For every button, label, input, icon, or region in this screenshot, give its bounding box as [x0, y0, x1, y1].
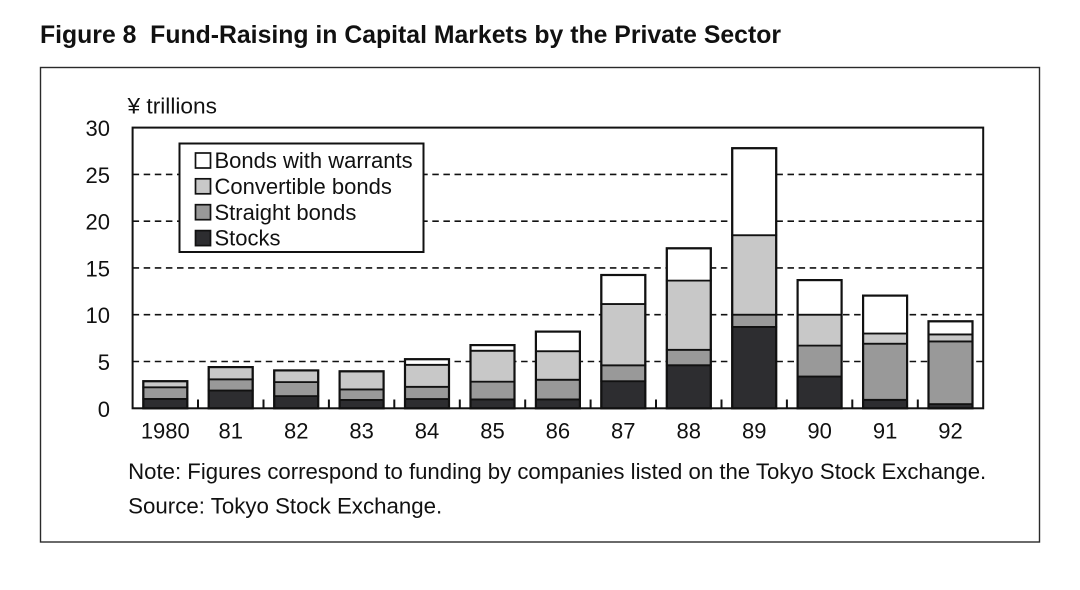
svg-text:Note: Figures correspond to fu: Note: Figures correspond to funding by c… [128, 459, 986, 484]
svg-text:87: 87 [611, 419, 635, 444]
svg-text:Bonds with warrants: Bonds with warrants [215, 148, 413, 173]
svg-text:86: 86 [546, 419, 570, 444]
svg-text:Straight bonds: Straight bonds [215, 200, 357, 225]
svg-text:15: 15 [86, 256, 110, 281]
svg-text:83: 83 [349, 419, 373, 444]
svg-text:¥ trillions: ¥ trillions [126, 94, 217, 119]
svg-text:85: 85 [480, 419, 504, 444]
svg-text:88: 88 [677, 419, 701, 444]
svg-text:84: 84 [415, 419, 439, 444]
svg-text:1980: 1980 [141, 419, 190, 444]
svg-text:92: 92 [938, 419, 962, 444]
svg-text:5: 5 [98, 350, 110, 375]
svg-text:91: 91 [873, 419, 897, 444]
svg-text:20: 20 [86, 210, 110, 235]
svg-text:30: 30 [86, 116, 110, 141]
svg-text:90: 90 [807, 419, 831, 444]
svg-text:81: 81 [218, 419, 242, 444]
svg-text:Stocks: Stocks [215, 226, 281, 251]
svg-text:10: 10 [86, 303, 110, 328]
svg-text:25: 25 [86, 163, 110, 188]
svg-text:Convertible bonds: Convertible bonds [215, 174, 392, 199]
svg-text:0: 0 [98, 397, 110, 422]
svg-text:Figure 8 Fund-Raising in Capi: Figure 8 Fund-Raising in Capital Markets… [40, 21, 781, 49]
svg-text:Source: Tokyo Stock Exchange.: Source: Tokyo Stock Exchange. [128, 494, 442, 519]
svg-text:82: 82 [284, 419, 308, 444]
svg-text:89: 89 [742, 419, 766, 444]
